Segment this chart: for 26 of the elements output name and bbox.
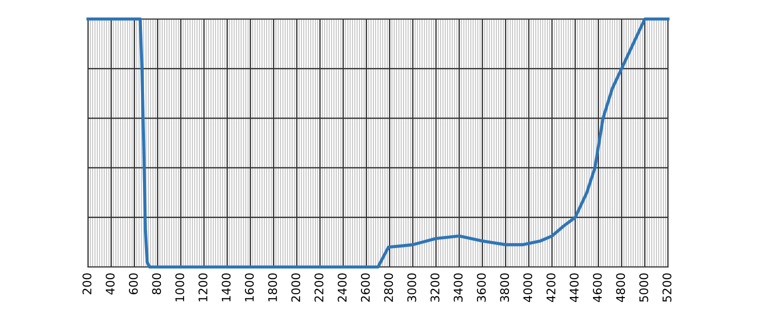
x-tick-label: 200: [82, 273, 92, 294]
x-tick-label: 1000: [175, 273, 184, 302]
x-tick-label: 2400: [338, 273, 347, 302]
x-tick-label: 600: [128, 273, 138, 294]
x-tick-label: 4400: [570, 273, 579, 302]
x-tick-label: 400: [106, 273, 115, 295]
x-tick-label: 1800: [268, 273, 278, 302]
x-tick-label: 800: [152, 273, 162, 294]
x-tick-label: 5000: [639, 273, 648, 302]
x-tick-label: 3000: [407, 273, 416, 302]
x-tick-label: 2600: [360, 273, 370, 302]
x-tick-label: 4600: [592, 273, 602, 302]
x-tick-label: 4800: [616, 273, 626, 302]
x-tick-label: 3400: [454, 273, 463, 302]
x-tick-label: 5200: [662, 273, 672, 302]
x-tick-label: 1200: [198, 273, 208, 302]
x-tick-label: 3200: [430, 273, 440, 302]
x-tick-label: 2800: [384, 273, 394, 302]
x-tick-label: 3800: [500, 273, 510, 302]
x-tick-label: 2200: [314, 273, 324, 302]
x-tick-label: 4000: [523, 273, 532, 302]
x-tick-label: 2000: [291, 273, 300, 302]
x-tick-label: 1600: [244, 273, 254, 302]
x-tick-label: 1400: [222, 273, 231, 302]
x-tick-label: 3600: [476, 273, 486, 302]
x-tick-label: 4200: [546, 273, 556, 302]
